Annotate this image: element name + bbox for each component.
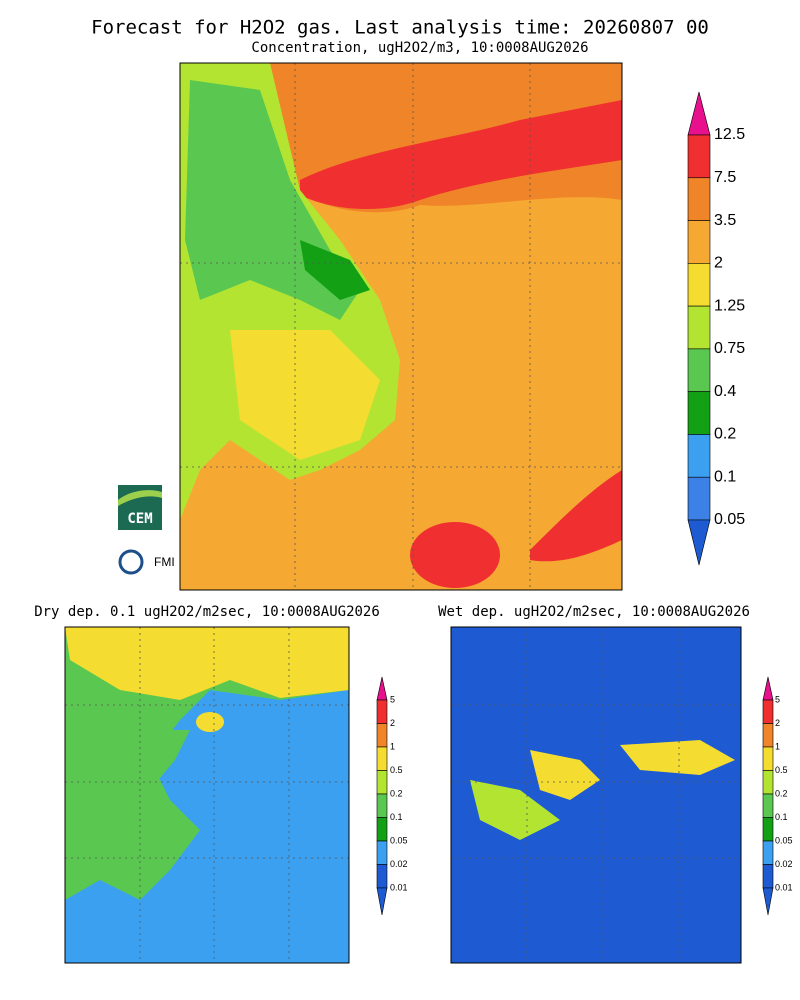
map-land <box>80 720 200 830</box>
colorbar-swatch <box>376 840 388 865</box>
colorbar-label: 2 <box>390 718 395 728</box>
colorbar-swatch <box>376 770 388 795</box>
dry-title: Dry dep. 0.1 ugH2O2/m2sec, 10:0008AUG202… <box>34 604 380 620</box>
colorbar-swatch <box>687 134 711 179</box>
map-land <box>300 240 370 300</box>
colorbar-swatch <box>376 723 388 748</box>
map-land <box>230 330 380 460</box>
colorbar-label: 5 <box>775 694 780 704</box>
map-grid <box>451 627 741 963</box>
map-region <box>620 740 735 775</box>
main-map <box>179 62 623 591</box>
colorbar-label: 0.5 <box>390 765 403 775</box>
colorbar-swatch <box>762 817 774 842</box>
cem-logo-text: CEM <box>127 511 152 527</box>
colorbar-label: 0.02 <box>775 859 793 869</box>
map-region <box>410 522 500 588</box>
colorbar-label: 2 <box>714 255 723 272</box>
colorbar-swatch <box>687 391 711 435</box>
colorbar-tip <box>376 887 388 916</box>
colorbar-tip <box>687 91 711 136</box>
colorbar-tip <box>376 676 388 701</box>
colorbar-swatch <box>376 793 388 818</box>
colorbar-label: 5 <box>390 694 395 704</box>
colorbar-swatch <box>762 723 774 748</box>
colorbar-label: 0.05 <box>775 835 793 845</box>
colorbar-tip <box>762 887 774 916</box>
map-frame <box>450 626 742 964</box>
colorbar-tip <box>762 676 774 701</box>
colorbar-swatch <box>762 864 774 889</box>
colorbar-label: 0.2 <box>775 788 788 798</box>
main-title: Forecast for H2O2 gas. Last analysis tim… <box>91 17 709 39</box>
map-island <box>196 712 224 732</box>
colorbar-swatch <box>687 476 711 521</box>
colorbar-swatch <box>687 263 711 307</box>
colorbar-swatch <box>762 746 774 771</box>
colorbar-swatch <box>376 817 388 842</box>
colorbar-swatch <box>376 699 388 724</box>
colorbar-label: 0.2 <box>714 426 736 443</box>
wet-title: Wet dep. ugH2O2/m2sec, 10:0008AUG2026 <box>438 604 750 620</box>
map-region <box>530 750 600 800</box>
colorbar-tip <box>687 519 711 566</box>
fmi-logo <box>118 549 144 575</box>
colorbar-label: 1.25 <box>714 297 745 314</box>
colorbar-swatch <box>376 746 388 771</box>
colorbar-label: 0.1 <box>775 812 788 822</box>
colorbar-label: 1 <box>775 741 780 751</box>
colorbar-swatch <box>762 699 774 724</box>
main-subtitle: Concentration, ugH2O2/m3, 10:0008AUG2026 <box>251 40 588 56</box>
colorbar-swatch <box>687 434 711 478</box>
colorbar-swatch <box>687 348 711 392</box>
colorbars: 12.5 7.5 3.5 2 1.25 0.75 0.4 0.2 0.1 0.05 5 2 1 0.5 0.… <box>376 91 793 916</box>
colorbar-swatch <box>687 220 711 264</box>
map-land <box>65 627 349 700</box>
wet-map <box>450 626 742 964</box>
colorbar-label: 1 <box>390 741 395 751</box>
map-region <box>470 780 560 840</box>
colorbar-swatch <box>687 177 711 221</box>
map-frame <box>64 626 350 964</box>
cem-logo-swoosh <box>118 490 162 506</box>
map-region <box>300 100 622 210</box>
colorbar-swatch <box>376 864 388 889</box>
colorbar-label: 0.5 <box>775 765 788 775</box>
colorbar-label: 0.2 <box>390 788 403 798</box>
colorbar-swatch <box>687 305 711 350</box>
colorbar-label: 12.5 <box>714 126 745 143</box>
colorbar-label: 3.5 <box>714 212 736 229</box>
colorbar-label: 0.75 <box>714 340 745 357</box>
colorbar-label: 0.05 <box>714 511 745 528</box>
colorbar-label: 0.1 <box>714 468 736 485</box>
map-region <box>530 470 622 562</box>
colorbar-label: 0.01 <box>775 882 793 892</box>
colorbar-label: 0.4 <box>714 383 736 400</box>
colorbar-swatch <box>762 793 774 818</box>
colorbar-label: 7.5 <box>714 169 736 186</box>
colorbar-label: 0.01 <box>390 882 408 892</box>
map-frame <box>179 62 623 591</box>
fmi-logo-text: FMI <box>154 555 175 569</box>
colorbar-swatch <box>762 770 774 795</box>
colorbar-label: 0.1 <box>390 812 403 822</box>
colorbar-label: 0.05 <box>390 835 408 845</box>
map-grid <box>180 63 622 590</box>
dry-map <box>64 626 350 964</box>
map-grid <box>65 627 349 963</box>
colorbar-label: 0.02 <box>390 859 408 869</box>
colorbar-label: 2 <box>775 718 780 728</box>
colorbar-swatch <box>762 840 774 865</box>
